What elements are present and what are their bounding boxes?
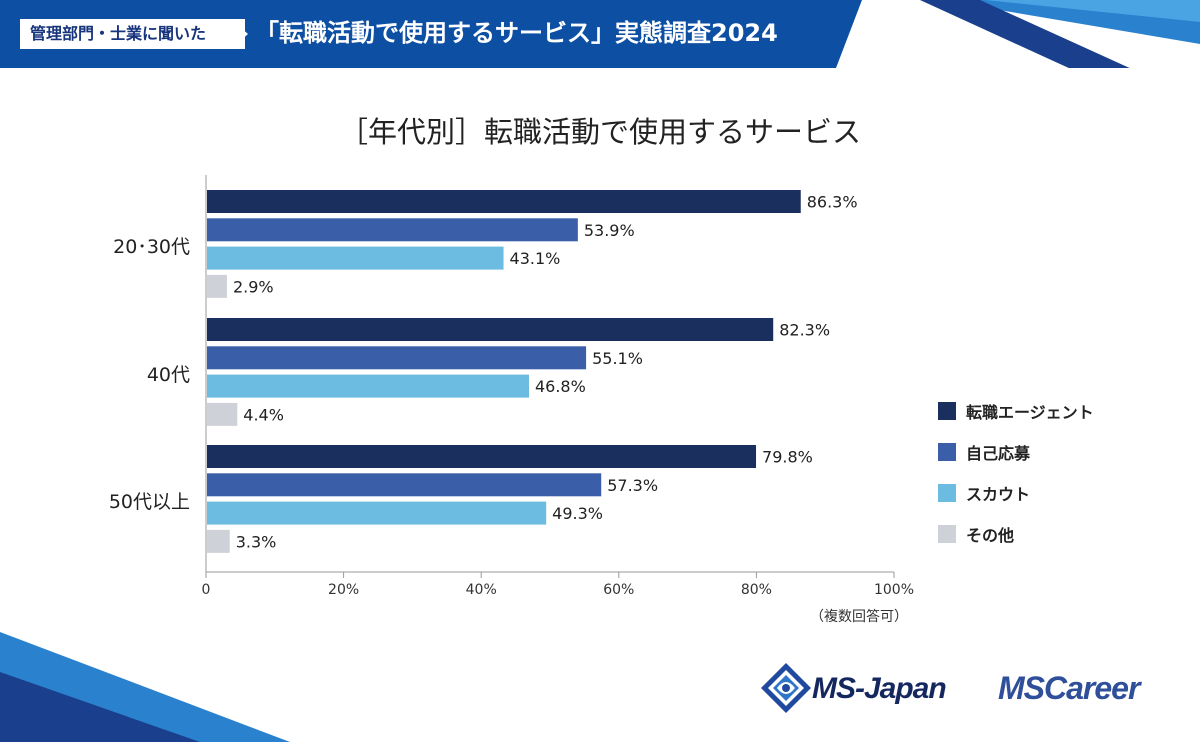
bar-value-label: 46.8% (535, 377, 586, 396)
legend-swatch-other (938, 524, 956, 543)
bar (207, 402, 238, 426)
bar (207, 274, 227, 298)
legend-label-agent: 転職エージェント (966, 402, 1094, 422)
bar-value-label: 2.9% (233, 277, 274, 296)
category-label: 20･30代 (113, 236, 190, 258)
bar (207, 246, 504, 270)
bar-value-label: 53.9% (584, 221, 635, 240)
bar-value-label: 79.8% (762, 448, 813, 467)
bar-value-label: 3.3% (236, 532, 277, 551)
x-tick-label: 60% (603, 582, 634, 598)
bar (207, 445, 757, 468)
bar (207, 374, 529, 398)
bar (207, 501, 547, 525)
ms-japan-logo: MS-Japan (812, 672, 947, 705)
legend-item-agent: 転職エージェント (938, 390, 1094, 431)
bar-value-label: 55.1% (592, 349, 643, 368)
legend-swatch-scout (938, 483, 956, 502)
chart-legend: 転職エージェント 自己応募 スカウト その他 (938, 390, 1094, 554)
x-tick-label: 80% (741, 582, 772, 598)
legend-label-scout: スカウト (966, 484, 1031, 504)
bar-value-label: 82.3% (779, 321, 830, 340)
bar (207, 529, 230, 553)
bar-value-label: 57.3% (607, 476, 658, 495)
header-banner (0, 0, 1200, 68)
ms-career-logo: MSCareer (998, 670, 1140, 706)
x-tick-label: 0 (202, 582, 211, 598)
survey-tag: 管理部門・士業に聞いた (20, 19, 245, 49)
ms-japan-logo-icon (761, 663, 811, 713)
bar (207, 473, 602, 497)
legend-swatch-self (938, 442, 956, 461)
chart-title: ［年代別］転職活動で使用するサービス (338, 115, 861, 149)
category-label: 50代以上 (109, 491, 190, 513)
legend-swatch-agent (938, 401, 956, 420)
category-label: 40代 (147, 364, 190, 386)
legend-item-self: 自己応募 (938, 431, 1094, 472)
x-tick-label: 100% (874, 582, 914, 598)
legend-label-other: その他 (966, 525, 1015, 545)
bar (207, 190, 801, 213)
tag-arrow (238, 25, 248, 43)
x-tick-label: 20% (328, 582, 359, 598)
legend-item-other: その他 (938, 513, 1094, 554)
survey-title: 「転職活動で使用するサービス」実態調査2024 (255, 19, 778, 47)
bar (207, 318, 774, 341)
bar (207, 346, 587, 370)
legend-label-self: 自己応募 (966, 443, 1031, 463)
multiple-answer-note: （複数回答可） (810, 609, 908, 625)
footer-decoration (0, 632, 290, 742)
bar (207, 218, 578, 242)
bar-value-label: 43.1% (510, 249, 561, 268)
x-tick-label: 40% (466, 582, 497, 598)
bar-value-label: 4.4% (243, 405, 284, 424)
legend-item-scout: スカウト (938, 472, 1094, 513)
bar-value-label: 86.3% (807, 193, 858, 212)
bar-value-label: 49.3% (552, 504, 603, 523)
